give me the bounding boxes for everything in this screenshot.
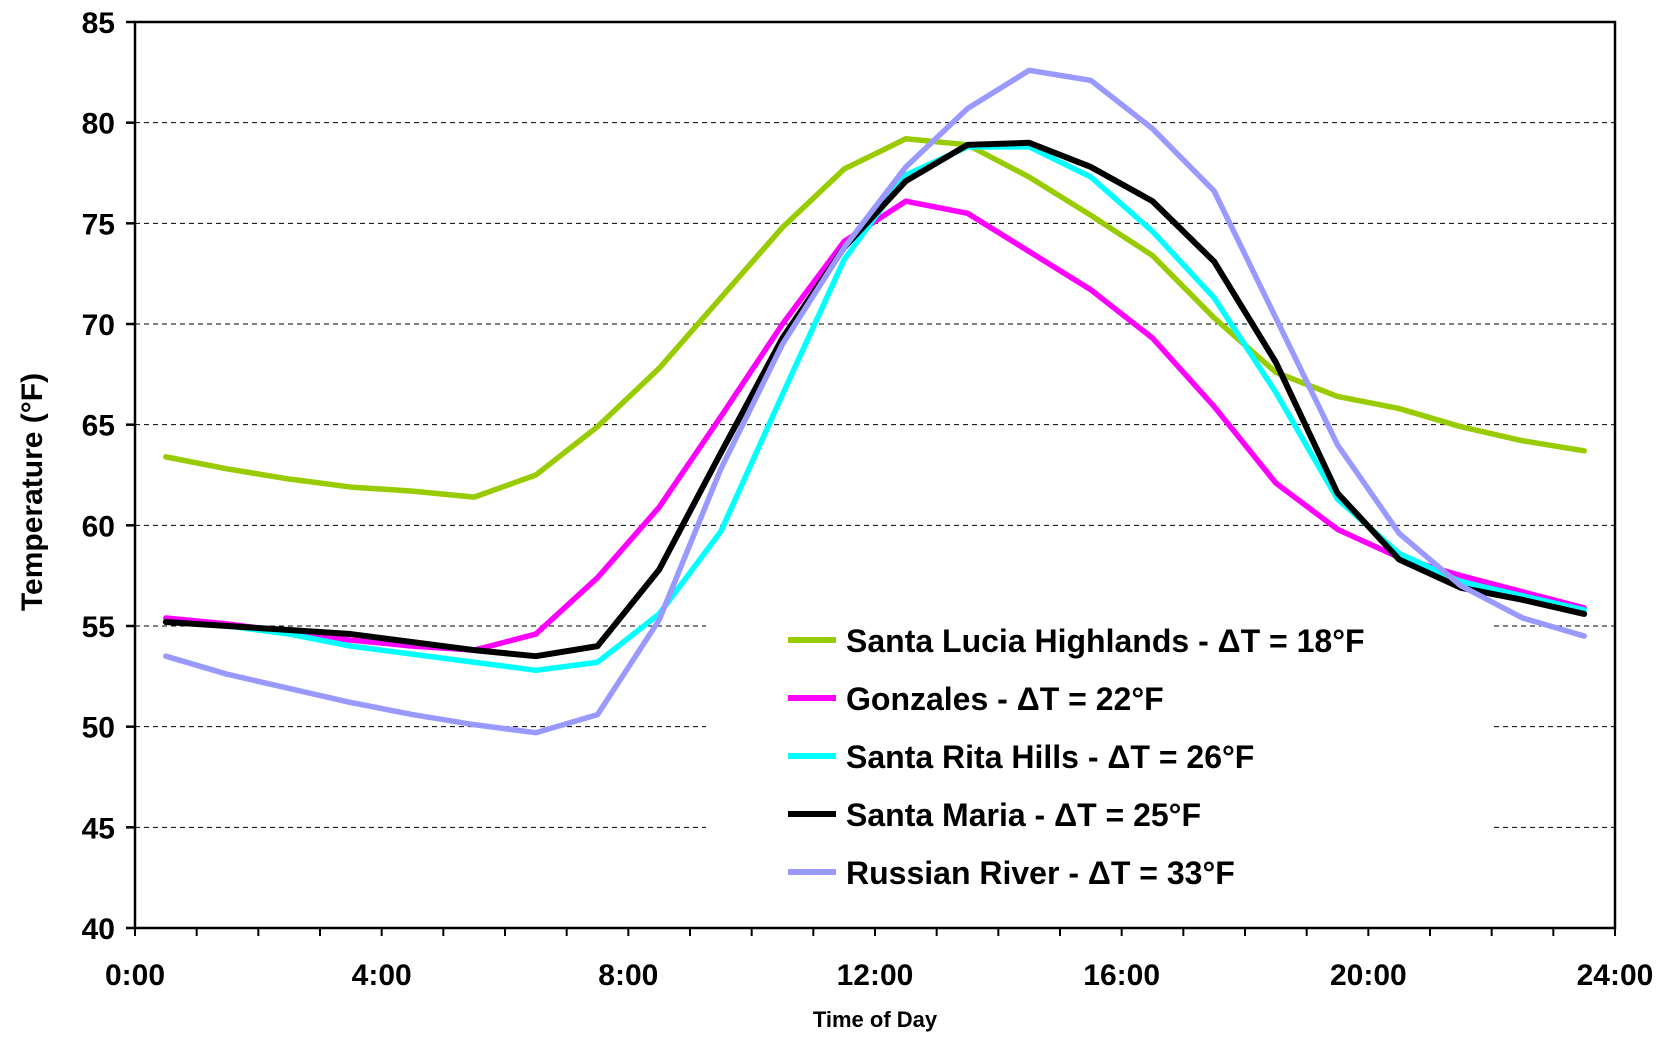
x-axis-ticks: 0:00 4:00 8:00 12:00 16:00 20:00 24:00 xyxy=(105,928,1653,992)
x-tick-label: 12:00 xyxy=(837,959,914,992)
series-line xyxy=(163,67,1587,736)
y-tick-label: 45 xyxy=(82,812,115,845)
y-tick-label: 50 xyxy=(82,712,115,745)
legend: Santa Lucia Highlands - ΔT = 18°F Gonzale… xyxy=(706,612,1492,908)
legend-background xyxy=(706,612,1492,908)
series-line xyxy=(162,139,1588,660)
legend-label: Santa Lucia Highlands - ΔT = 18°F xyxy=(846,623,1365,659)
x-tick-label: 0:00 xyxy=(105,959,165,992)
legend-label: Russian River - ΔT = 33°F xyxy=(846,855,1235,891)
x-tick-label: 24:00 xyxy=(1577,959,1654,992)
y-tick-label: 60 xyxy=(82,510,115,543)
y-tick-label: 70 xyxy=(82,309,115,342)
legend-label: Santa Rita Hills - ΔT = 26°F xyxy=(846,739,1254,775)
y-axis-title: Temperature (°F) xyxy=(16,373,49,611)
y-tick-label: 40 xyxy=(82,913,115,946)
y-tick-label: 80 xyxy=(82,108,115,141)
series-line xyxy=(163,136,1587,500)
x-tick-label: 20:00 xyxy=(1330,959,1407,992)
y-tick-label: 85 xyxy=(82,7,115,40)
x-tick-label: 16:00 xyxy=(1083,959,1160,992)
y-axis-ticks: 40 45 50 55 60 65 70 75 80 85 xyxy=(82,7,135,946)
y-tick-label: 75 xyxy=(82,208,115,241)
y-tick-label: 65 xyxy=(82,410,115,443)
series-line xyxy=(163,144,1587,674)
legend-label: Santa Maria - ΔT = 25°F xyxy=(846,797,1201,833)
x-tick-label: 4:00 xyxy=(352,959,412,992)
y-tick-label: 55 xyxy=(82,611,115,644)
series-lines xyxy=(162,67,1588,736)
series-line xyxy=(163,198,1587,653)
x-tick-label: 8:00 xyxy=(598,959,658,992)
legend-label: Gonzales - ΔT = 22°F xyxy=(846,681,1164,717)
x-axis-title: Time of Day xyxy=(813,1007,938,1032)
